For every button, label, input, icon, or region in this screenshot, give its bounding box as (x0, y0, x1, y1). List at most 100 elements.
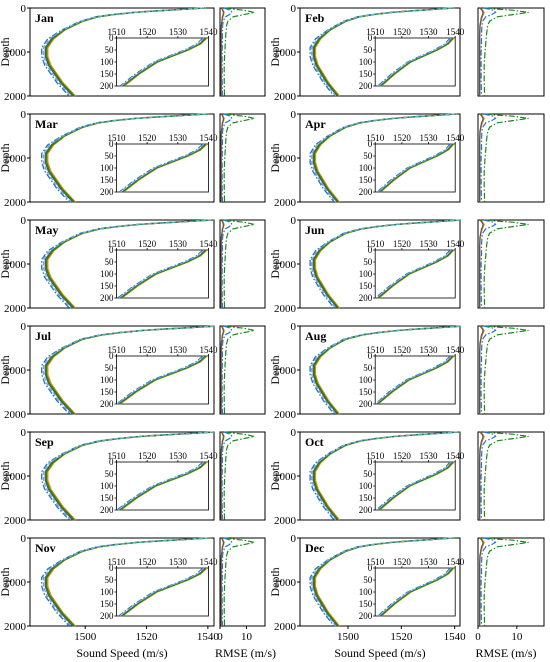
speed-profile-line (311, 325, 461, 415)
zoom-inset: 1510 1520 1530 1540 0 50 100 150 200 (359, 557, 465, 621)
depth-tick-label: 2000 (274, 91, 297, 103)
depth-tick-label: 2000 (4, 91, 27, 103)
inset-ytick-label: 100 (100, 57, 114, 67)
rmse-profile-line (480, 537, 497, 627)
inset-ytick-label: 150 (359, 387, 373, 397)
rmse-axis-label: RMSE (m/s) (475, 646, 536, 660)
inset-xtick-label: 1520 (138, 345, 157, 355)
inset-ytick-label: 200 (359, 293, 373, 303)
inset-ytick-label: 100 (100, 375, 114, 385)
depth-tick-label: 2000 (274, 303, 297, 315)
inset-ytick-label: 50 (363, 363, 373, 373)
rmse-profile-line (221, 431, 233, 521)
inset-ytick-label: 50 (104, 151, 114, 161)
inset-xtick-label: 1540 (446, 27, 465, 37)
inset-profile-line (117, 249, 204, 299)
rmse-tick-label: 10 (241, 631, 253, 643)
inset-xtick-label: 1520 (393, 345, 412, 355)
rmse-profile-line (221, 7, 233, 97)
rmse-profile-line (220, 7, 225, 96)
inset-profile-line (116, 461, 204, 511)
inset-profile-line (376, 461, 452, 511)
depth-tick-label: 0 (291, 427, 297, 439)
inset-ytick-label: 150 (100, 599, 114, 609)
speed-axis-label: Sound Speed (m/s) (334, 646, 425, 660)
inset-xtick-label: 1520 (393, 557, 412, 567)
month-label: Aug (305, 329, 326, 343)
inset-profile-line (119, 37, 204, 87)
rmse-profile-line (220, 219, 225, 308)
inset-ytick-label: 50 (104, 45, 114, 55)
depth-tick-label: 1000 (274, 153, 297, 165)
inset-ytick-label: 200 (359, 81, 373, 91)
inset-ytick-label: 50 (363, 257, 373, 267)
speed-profile-line (311, 431, 458, 521)
speed-profile-line (311, 7, 453, 97)
depth-tick-label: 1000 (4, 471, 27, 483)
inset-ytick-label: 0 (368, 33, 373, 43)
speed-profile-line (311, 537, 453, 627)
depth-axis-label: Depth (268, 249, 282, 278)
inset-profile-line (123, 37, 207, 87)
inset-xtick-label: 1510 (107, 557, 126, 567)
rmse-profile-line (483, 431, 529, 521)
inset-xtick-label: 1510 (366, 239, 385, 249)
depth-tick-label: 1000 (4, 47, 27, 59)
depth-tick-label: 2000 (4, 409, 27, 421)
inset-xtick-label: 1540 (446, 557, 465, 567)
zoom-inset: 1510 1520 1530 1540 0 50 100 150 200 (359, 239, 465, 303)
inset-xtick-label: 1520 (393, 27, 412, 37)
depth-tick-label: 0 (21, 215, 27, 227)
rmse-axes-frame (477, 219, 545, 309)
month-label: Feb (305, 11, 325, 25)
rmse-profile-line (480, 113, 497, 203)
inset-ytick-label: 50 (363, 151, 373, 161)
inset-ytick-label: 100 (100, 481, 114, 491)
rmse-profile-line (223, 113, 255, 203)
inset-xtick-label: 1540 (446, 133, 465, 143)
inset-ytick-label: 0 (368, 563, 373, 573)
inset-xtick-label: 1510 (366, 557, 385, 567)
speed-profile-line (311, 113, 456, 203)
speed-tick-label: 1520 (390, 631, 413, 643)
speed-axis-label: Sound Speed (m/s) (76, 646, 167, 660)
depth-tick-label: 1000 (4, 153, 27, 165)
inset-profile-line (377, 355, 454, 405)
rmse-profile-line (483, 325, 529, 415)
rmse-profile-line (479, 113, 484, 202)
depth-tick-label: 1000 (274, 577, 297, 589)
inset-ytick-label: 100 (359, 269, 373, 279)
rmse-profile-line (479, 431, 484, 520)
inset-ytick-label: 50 (363, 469, 373, 479)
depth-axis-label: Depth (0, 37, 12, 66)
inset-ytick-label: 50 (104, 469, 114, 479)
speed-profile-line (313, 113, 457, 203)
inset-xtick-label: 1540 (199, 345, 218, 355)
rmse-profile-line (221, 219, 233, 309)
inset-xtick-label: 1530 (169, 133, 188, 143)
inset-ytick-label: 200 (100, 505, 114, 515)
inset-ytick-label: 100 (359, 587, 373, 597)
rmse-profile-line (223, 537, 255, 627)
rmse-axes-frame (477, 431, 545, 521)
month-label: Nov (35, 541, 56, 555)
rmse-tick-label: 0 (217, 631, 223, 643)
depth-tick-label: 1000 (4, 577, 27, 589)
rmse-axes-frame (219, 431, 266, 521)
inset-ytick-label: 200 (100, 293, 114, 303)
depth-axis-label: Depth (268, 567, 282, 596)
depth-tick-label: 0 (21, 109, 27, 121)
inset-ytick-label: 0 (109, 245, 114, 255)
inset-profile-line (379, 143, 454, 193)
rmse-profile-line (480, 431, 497, 521)
inset-profile-line (375, 355, 452, 405)
rmse-profile-line (479, 537, 484, 626)
speed-profile-line (42, 537, 209, 627)
inset-ytick-label: 100 (100, 163, 114, 173)
inset-ytick-label: 0 (109, 351, 114, 361)
